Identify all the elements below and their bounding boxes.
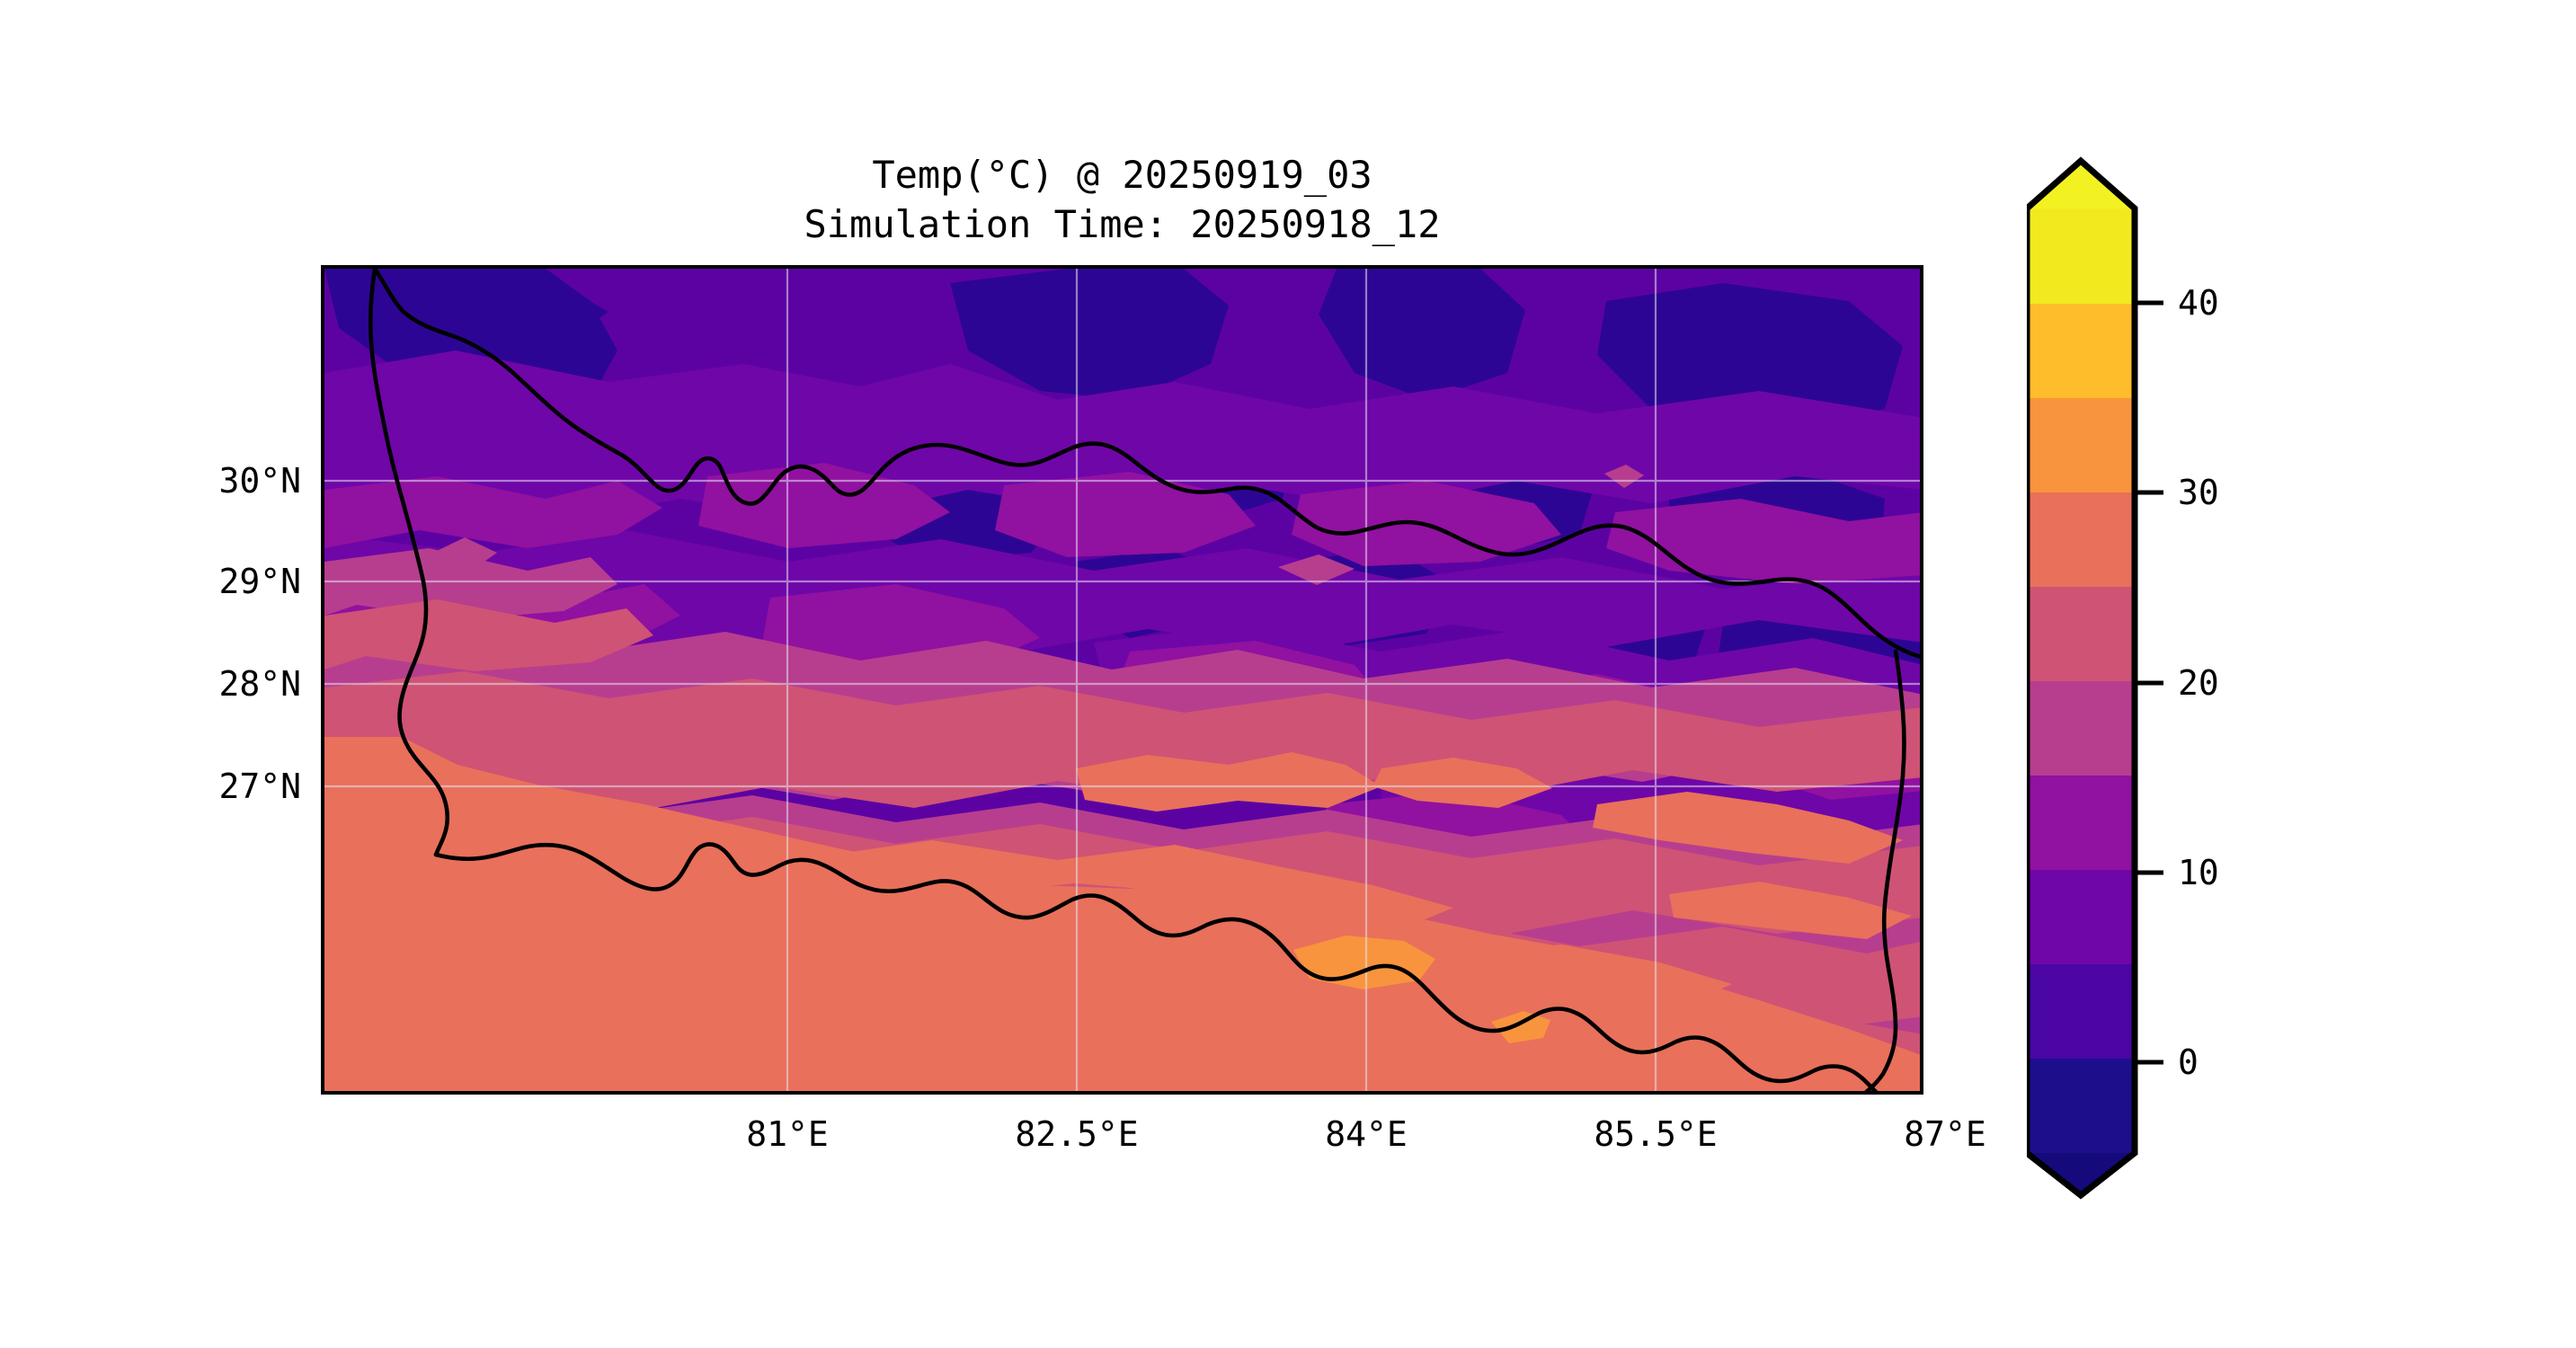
colorbar-bands bbox=[2027, 161, 2135, 1195]
colorbar-tickmarks bbox=[2135, 300, 2163, 1065]
colorbar-under-arrow bbox=[2027, 1153, 2135, 1195]
ytick-label: 29°N bbox=[218, 562, 301, 601]
colorbar-band bbox=[2027, 681, 2135, 776]
temperature-contour-map bbox=[324, 269, 1920, 1091]
xtick-label: 82.5°E bbox=[1015, 1114, 1139, 1154]
ytick-label: 30°N bbox=[218, 461, 301, 501]
colorbar-band bbox=[2027, 1059, 2135, 1153]
colorbar-ticklabel: 0 bbox=[2178, 1042, 2198, 1082]
chart-title: Temp(°C) @ 20250919_03 Simulation Time: … bbox=[321, 151, 1923, 249]
colorbar-outline bbox=[2027, 156, 2138, 1200]
title-line-1: Temp(°C) @ 20250919_03 bbox=[872, 153, 1372, 197]
ytick-label: 28°N bbox=[218, 664, 301, 704]
xtick-label: 85.5°E bbox=[1594, 1114, 1718, 1154]
map-axes[interactable] bbox=[321, 265, 1923, 1095]
colorbar-band bbox=[2027, 964, 2135, 1059]
title-line-2: Simulation Time: 20250918_12 bbox=[804, 201, 1441, 246]
colorbar[interactable]: 40 30 20 10 0 bbox=[2027, 153, 2404, 1204]
colorbar-ticklabel: 40 bbox=[2178, 283, 2219, 323]
colorbar-band bbox=[2027, 398, 2135, 492]
nepal-border-coastline bbox=[368, 269, 1920, 1091]
colorbar-ticklabel: 20 bbox=[2178, 663, 2219, 703]
xtick-label: 81°E bbox=[746, 1114, 829, 1154]
colorbar-ticklabel: 10 bbox=[2178, 853, 2219, 892]
xtick-label: 84°E bbox=[1325, 1114, 1408, 1154]
xtick-label: 87°E bbox=[1904, 1114, 1986, 1154]
colorbar-band bbox=[2027, 304, 2135, 398]
colorbar-band bbox=[2027, 587, 2135, 681]
map-gridlines bbox=[324, 269, 1920, 1091]
colorbar-svg bbox=[2027, 156, 2163, 1200]
colorbar-over-arrow bbox=[2027, 161, 2135, 208]
colorbar-band bbox=[2027, 776, 2135, 870]
colorbar-band bbox=[2027, 208, 2135, 304]
contour-fill-layer bbox=[324, 269, 1920, 1091]
colorbar-ticklabel: 30 bbox=[2178, 473, 2219, 512]
colorbar-band bbox=[2027, 492, 2135, 587]
ytick-label: 27°N bbox=[218, 767, 301, 806]
colorbar-band bbox=[2027, 870, 2135, 964]
